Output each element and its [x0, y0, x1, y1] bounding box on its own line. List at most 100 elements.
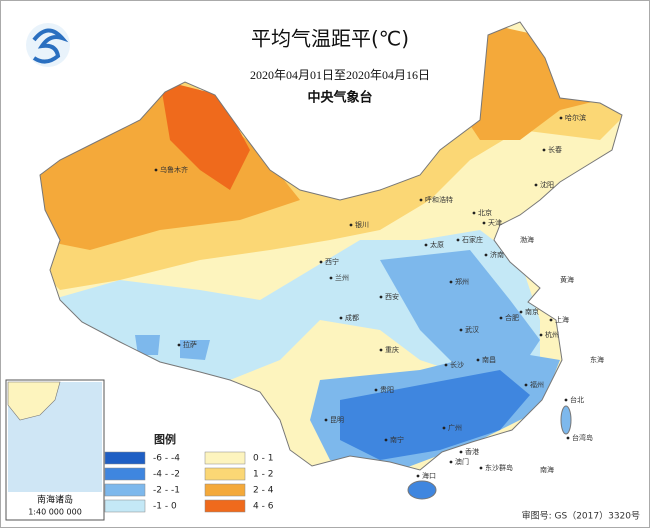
- date-range: 2020年04月01日至2020年04月16日: [250, 68, 430, 82]
- logo: [26, 23, 70, 67]
- city-dot: [549, 318, 553, 322]
- city-label: 杭州: [545, 330, 559, 339]
- city-dot: [449, 280, 453, 284]
- city-label: 昆明: [330, 416, 344, 424]
- city-dot: [519, 310, 523, 314]
- legend-swatch: [204, 499, 246, 513]
- city-dot: [449, 460, 453, 464]
- city-label: 台北: [570, 395, 584, 404]
- city-label: 西安: [385, 292, 399, 301]
- city-dot: [349, 223, 353, 227]
- city-dot: [566, 436, 570, 440]
- legend-title: 图例: [154, 432, 176, 446]
- legend-swatch: [104, 467, 146, 481]
- city-label: 西宁: [325, 257, 339, 266]
- city-label: 济南: [490, 250, 504, 259]
- city-label: 石家庄: [462, 235, 483, 244]
- city-dot: [476, 358, 480, 362]
- city-label: 福州: [530, 380, 544, 389]
- city-label: 东沙群岛: [485, 463, 513, 472]
- city-label: 广州: [448, 423, 462, 432]
- legend: 图例 -6 - -4 -4 - -2 -2 - -1 -1 - 0 0 - 1 1 - 2…: [104, 432, 274, 513]
- legend-label: 4 - 6: [253, 502, 274, 512]
- city-label: 天津: [488, 219, 502, 227]
- city-label: 上海: [555, 315, 569, 324]
- city-label: 香港: [465, 447, 479, 456]
- legend-label: 0 - 1: [253, 454, 273, 464]
- city-label: 呼和浩特: [425, 195, 453, 204]
- sea-label: 渤海: [520, 235, 534, 244]
- city-dot: [329, 276, 333, 280]
- city-dot: [419, 198, 423, 202]
- city-label: 郑州: [455, 278, 469, 286]
- city-dot: [374, 388, 378, 392]
- legend-swatch: [204, 451, 246, 465]
- city-dot: [539, 333, 543, 337]
- city-label: 重庆: [385, 345, 399, 354]
- city-label: 沈阳: [540, 180, 554, 189]
- city-label: 台湾岛: [572, 433, 593, 442]
- legend-swatch: [104, 483, 146, 497]
- legend-swatch: [204, 483, 246, 497]
- city-label: 武汉: [465, 325, 479, 334]
- city-dot: [416, 474, 420, 478]
- city-label: 南宁: [390, 435, 404, 444]
- city-label: 拉萨: [183, 340, 197, 349]
- city-dot: [456, 238, 460, 242]
- city-dot: [177, 343, 181, 347]
- city-dot: [384, 438, 388, 442]
- city-dot: [479, 466, 483, 470]
- city-dot: [442, 426, 446, 430]
- legend-label: 2 - 4: [253, 486, 274, 496]
- legend-swatch: [204, 467, 246, 481]
- city-dot: [424, 243, 428, 247]
- hainan: [407, 480, 437, 500]
- city-dot: [542, 148, 546, 152]
- city-dot: [459, 450, 463, 454]
- city-dot: [534, 183, 538, 187]
- city-label: 乌鲁木齐: [160, 165, 188, 174]
- city-dot: [484, 253, 488, 257]
- city-label: 长沙: [450, 360, 464, 369]
- city-label: 贵阳: [380, 385, 394, 394]
- title: 平均气温距平(℃): [251, 27, 409, 51]
- city-dot: [472, 211, 476, 215]
- city-label: 南京: [525, 307, 539, 316]
- inset-scale: 1:40 000 000: [28, 508, 82, 517]
- city-label: 澳门: [455, 457, 469, 466]
- city-dot: [339, 316, 343, 320]
- legend-swatch: [104, 451, 146, 465]
- approval: 审图号: GS（2017）3320号: [522, 510, 640, 522]
- legend-label: 1 - 2: [253, 470, 273, 480]
- city-label: 合肥: [505, 313, 519, 322]
- city-dot: [444, 363, 448, 367]
- city-label: 南昌: [482, 355, 496, 364]
- city-dot: [564, 398, 568, 402]
- legend-label: -6 - -4: [153, 454, 180, 464]
- taiwan: [560, 405, 572, 435]
- border: [39, 21, 623, 471]
- inset-title: 南海诸岛: [37, 494, 73, 506]
- city-dot: [524, 383, 528, 387]
- city-dot: [324, 418, 328, 422]
- city-label: 银川: [355, 220, 369, 229]
- legend-label: -4 - -2: [153, 470, 180, 480]
- inset: 南海诸岛 1:40 000 000: [5, 379, 105, 521]
- issuer: 中央气象台: [307, 90, 372, 106]
- city-dot: [154, 168, 158, 172]
- sea-label: 黄海: [560, 275, 574, 284]
- city-label: 哈尔滨: [565, 113, 586, 122]
- legend-swatch: [104, 499, 146, 513]
- city-dot: [379, 295, 383, 299]
- city-label: 太原: [430, 240, 444, 249]
- legend-label: -2 - -1: [153, 486, 180, 496]
- city-dot: [319, 260, 323, 264]
- city-label: 北京: [478, 208, 492, 217]
- city-label: 成都: [345, 313, 359, 322]
- sea-label: 南海: [540, 465, 554, 474]
- city-label: 长春: [548, 145, 562, 154]
- city-dot: [379, 348, 383, 352]
- city-label: 兰州: [335, 273, 349, 282]
